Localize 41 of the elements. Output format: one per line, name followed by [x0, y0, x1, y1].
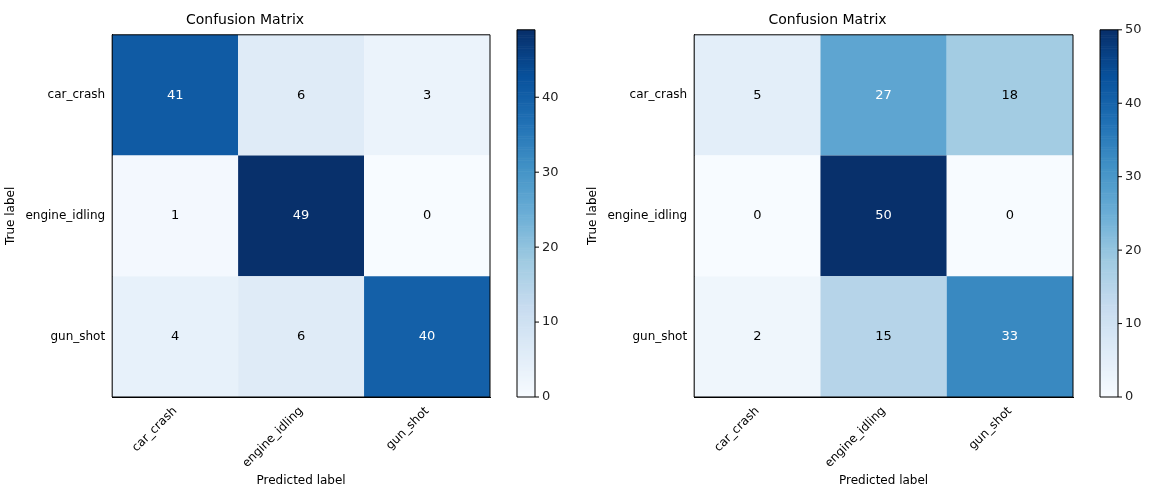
- color-bar-label: 20: [542, 238, 559, 254]
- data-label: 0: [1005, 207, 1014, 223]
- color-bar-label: 50: [1125, 21, 1142, 37]
- data-label: 50: [875, 207, 892, 223]
- y-tick-label: car_crash: [629, 87, 688, 102]
- data-label: 15: [875, 328, 892, 344]
- data-label: 49: [292, 207, 310, 223]
- color-bar-label: 0: [1125, 388, 1134, 404]
- color-bar-label: 10: [542, 313, 559, 329]
- data-label: 41: [166, 86, 184, 102]
- data-label: 6: [296, 328, 306, 344]
- data-label: 18: [1001, 86, 1019, 102]
- color-bar-label: 30: [542, 163, 559, 179]
- y-tick-label: engine_idling: [25, 208, 106, 223]
- y-axis-title: True label: [3, 186, 18, 247]
- data-label: 0: [422, 207, 432, 223]
- color-bar-label: 20: [1125, 241, 1142, 257]
- data-label: 6: [296, 86, 306, 102]
- y-tick-label: car_crash: [47, 87, 106, 102]
- data-label: 1: [171, 207, 180, 223]
- color-bar-label: 0: [542, 388, 551, 404]
- chart-title: Confusion Matrix: [185, 11, 305, 28]
- data-label: 33: [1001, 328, 1019, 344]
- chart-title: Confusion Matrix: [768, 11, 887, 28]
- data-label: 0: [753, 207, 762, 223]
- color-bar-label: 40: [1125, 94, 1142, 110]
- y-tick-label: engine_idling: [607, 208, 688, 223]
- color-bar-label: 40: [542, 88, 559, 104]
- x-axis-title: Predicted label: [256, 472, 346, 487]
- x-axis-title: Predicted label: [839, 472, 929, 487]
- color-bar-label: 30: [1125, 168, 1142, 184]
- y-axis-title: True label: [585, 186, 600, 247]
- data-label: 4: [171, 328, 180, 344]
- y-tick-label: gun_shot: [632, 328, 688, 343]
- data-label: 3: [422, 86, 432, 102]
- y-tick-label: gun_shot: [50, 328, 106, 343]
- data-label: 2: [753, 328, 762, 344]
- data-label: 27: [875, 86, 892, 102]
- data-label: 40: [418, 328, 436, 344]
- color-bar-label: 10: [1125, 314, 1142, 330]
- data-label: 5: [753, 86, 762, 102]
